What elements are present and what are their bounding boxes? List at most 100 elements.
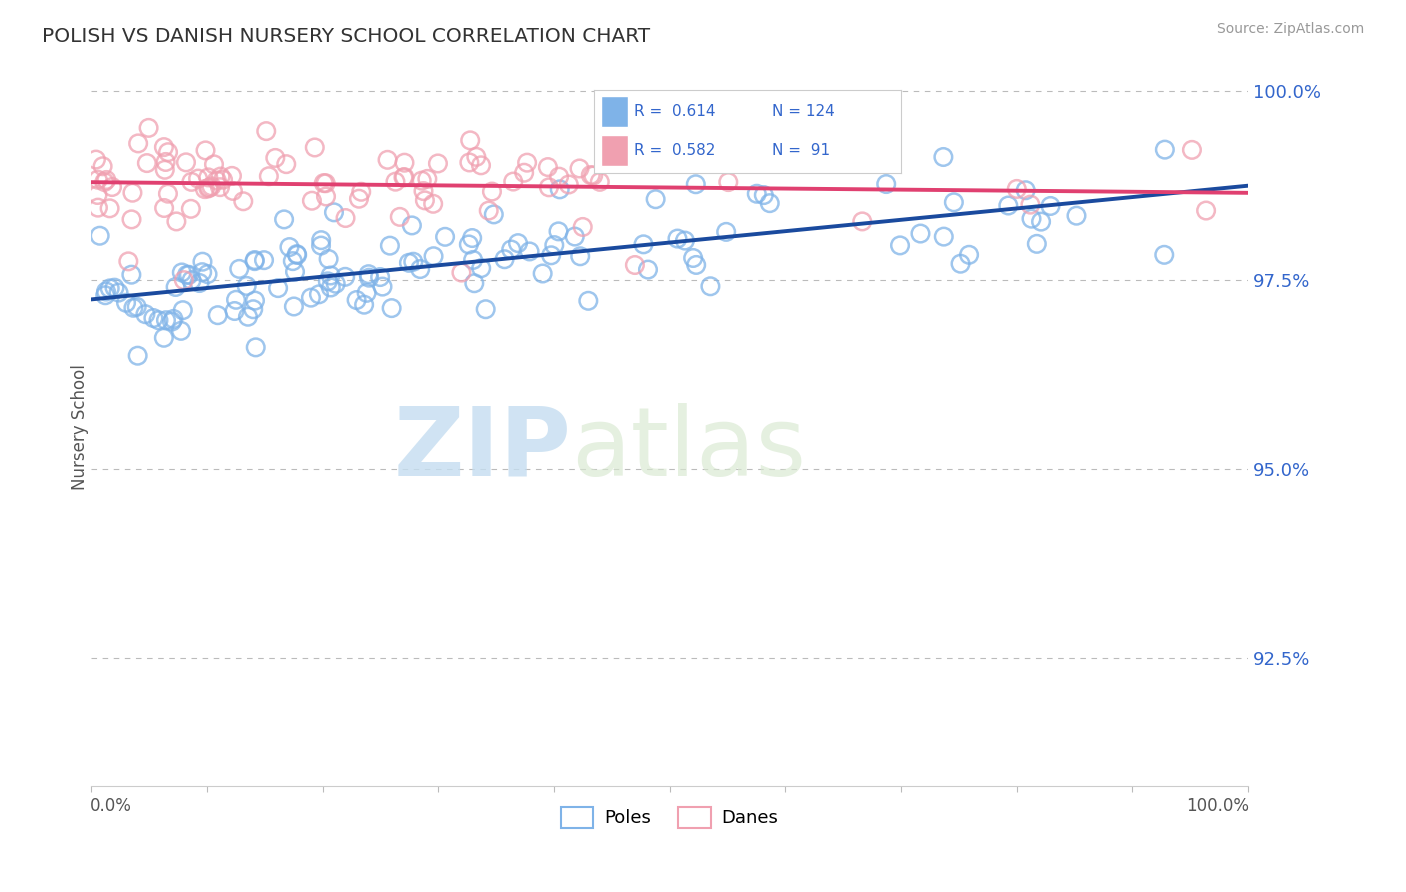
Point: [187, 171, 209, 186]
Point: [481, 185, 503, 199]
Point: [153, 201, 176, 215]
Point: [478, 203, 501, 218]
Point: [148, 313, 170, 327]
Point: [180, 175, 202, 189]
Point: [319, 268, 342, 283]
Point: [685, 178, 707, 192]
Point: [851, 214, 873, 228]
Point: [180, 202, 202, 216]
Point: [153, 140, 176, 154]
Point: [103, 281, 125, 295]
Point: [86, 188, 108, 202]
Point: [335, 269, 357, 284]
Point: [392, 170, 415, 185]
Point: [122, 301, 145, 315]
Point: [411, 173, 433, 187]
Point: [409, 262, 432, 277]
Point: [278, 240, 301, 254]
Text: 0.0%: 0.0%: [90, 797, 132, 815]
Point: [458, 133, 481, 147]
Point: [378, 238, 401, 252]
Point: [232, 194, 254, 209]
Point: [474, 302, 496, 317]
Point: [1019, 197, 1042, 211]
Point: [94, 288, 117, 302]
Point: [254, 124, 277, 138]
Point: [197, 267, 219, 281]
Point: [172, 303, 194, 318]
Point: [170, 265, 193, 279]
Point: [666, 231, 689, 245]
Point: [107, 285, 129, 300]
Point: [745, 186, 768, 201]
Point: [135, 156, 157, 170]
Point: [1153, 248, 1175, 262]
Point: [165, 280, 187, 294]
Point: [942, 195, 965, 210]
Point: [84, 153, 107, 167]
Point: [1039, 199, 1062, 213]
Point: [589, 175, 612, 189]
Point: [273, 212, 295, 227]
Point: [461, 231, 484, 245]
Point: [571, 219, 593, 234]
Point: [1029, 214, 1052, 228]
Point: [96, 173, 118, 187]
Point: [1021, 211, 1043, 226]
Point: [89, 228, 111, 243]
Point: [422, 196, 444, 211]
Point: [932, 229, 955, 244]
Point: [1195, 203, 1218, 218]
Point: [156, 186, 179, 201]
Point: [155, 313, 177, 327]
Point: [120, 268, 142, 282]
Point: [198, 180, 221, 194]
Point: [312, 176, 335, 190]
Point: [208, 180, 231, 194]
Point: [347, 192, 370, 206]
Point: [284, 265, 307, 279]
Point: [121, 186, 143, 200]
Point: [315, 176, 337, 190]
Point: [318, 252, 340, 266]
Point: [285, 247, 308, 261]
Point: [117, 254, 139, 268]
Point: [138, 120, 160, 135]
Point: [134, 307, 156, 321]
Text: ZIP: ZIP: [394, 402, 571, 496]
Point: [1153, 143, 1175, 157]
Point: [93, 175, 115, 189]
Point: [637, 262, 659, 277]
Point: [264, 151, 287, 165]
Point: [267, 281, 290, 295]
Point: [465, 150, 488, 164]
Point: [91, 159, 114, 173]
Point: [758, 196, 780, 211]
Point: [540, 248, 562, 262]
Point: [228, 261, 250, 276]
Point: [212, 173, 235, 187]
Point: [949, 257, 972, 271]
Point: [285, 248, 308, 262]
Point: [699, 279, 721, 293]
Point: [308, 287, 330, 301]
Point: [350, 185, 373, 199]
Point: [714, 225, 737, 239]
Text: atlas: atlas: [571, 402, 807, 496]
Point: [316, 274, 339, 288]
Point: [997, 198, 1019, 212]
Point: [502, 175, 524, 189]
Point: [1015, 183, 1038, 197]
Point: [309, 238, 332, 252]
Point: [412, 184, 434, 198]
Point: [422, 249, 444, 263]
Point: [202, 157, 225, 171]
Point: [402, 254, 425, 268]
Point: [513, 166, 536, 180]
Point: [531, 267, 554, 281]
Point: [235, 279, 257, 293]
Point: [194, 144, 217, 158]
Point: [276, 157, 298, 171]
Point: [685, 258, 707, 272]
Point: [157, 145, 180, 160]
